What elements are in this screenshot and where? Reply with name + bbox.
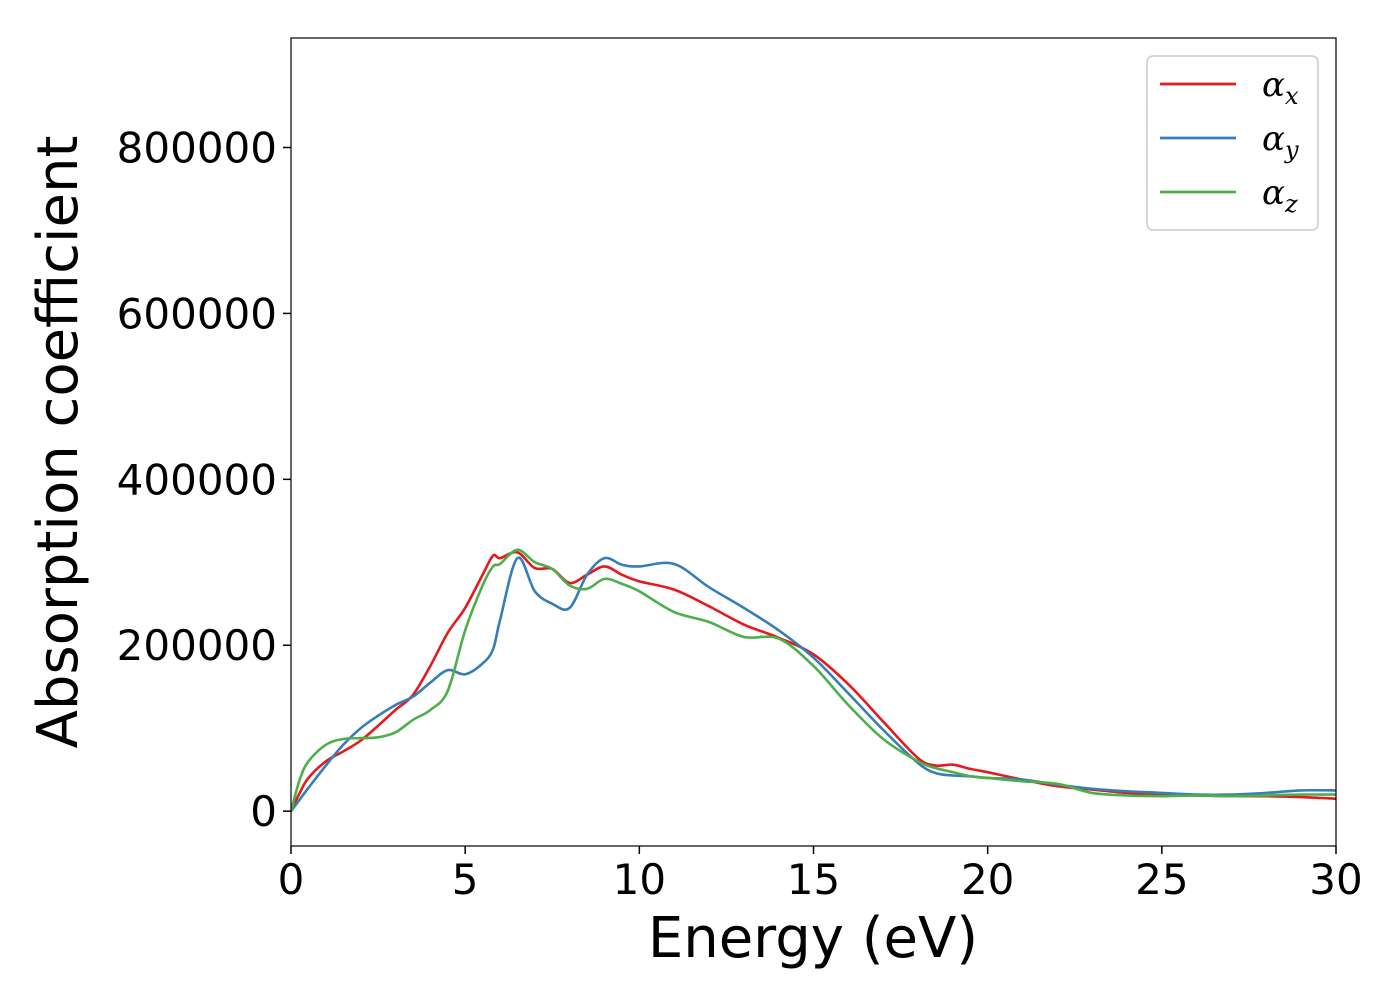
y-tick-label: 400000: [117, 455, 277, 504]
y-tick-label: 200000: [117, 621, 277, 670]
legend-box: [1146, 55, 1319, 231]
x-axis-title: Energy (eV): [648, 906, 978, 971]
x-tick-label: 15: [787, 855, 840, 904]
x-tick-label: 25: [1135, 855, 1188, 904]
y-axis-title: Absorption coefficient: [26, 136, 91, 749]
series-line-y: [291, 556, 1336, 813]
y-tick-label: 800000: [117, 124, 277, 173]
x-tick-label: 5: [452, 855, 479, 904]
x-tick-label: 10: [613, 855, 666, 904]
y-tick-label: 600000: [117, 289, 277, 338]
y-axis: 0 200000 400000 600000 800000: [117, 124, 291, 836]
y-tick-label: 0: [250, 787, 277, 836]
x-tick-label: 20: [961, 855, 1014, 904]
x-axis: 0 5 10 15 20 25 30: [278, 846, 1363, 904]
x-tick-label: 30: [1309, 855, 1362, 904]
series-layer: [291, 548, 1336, 813]
series-line-z: [291, 548, 1336, 813]
x-tick-label: 0: [278, 855, 305, 904]
series-line-x: [291, 550, 1336, 813]
